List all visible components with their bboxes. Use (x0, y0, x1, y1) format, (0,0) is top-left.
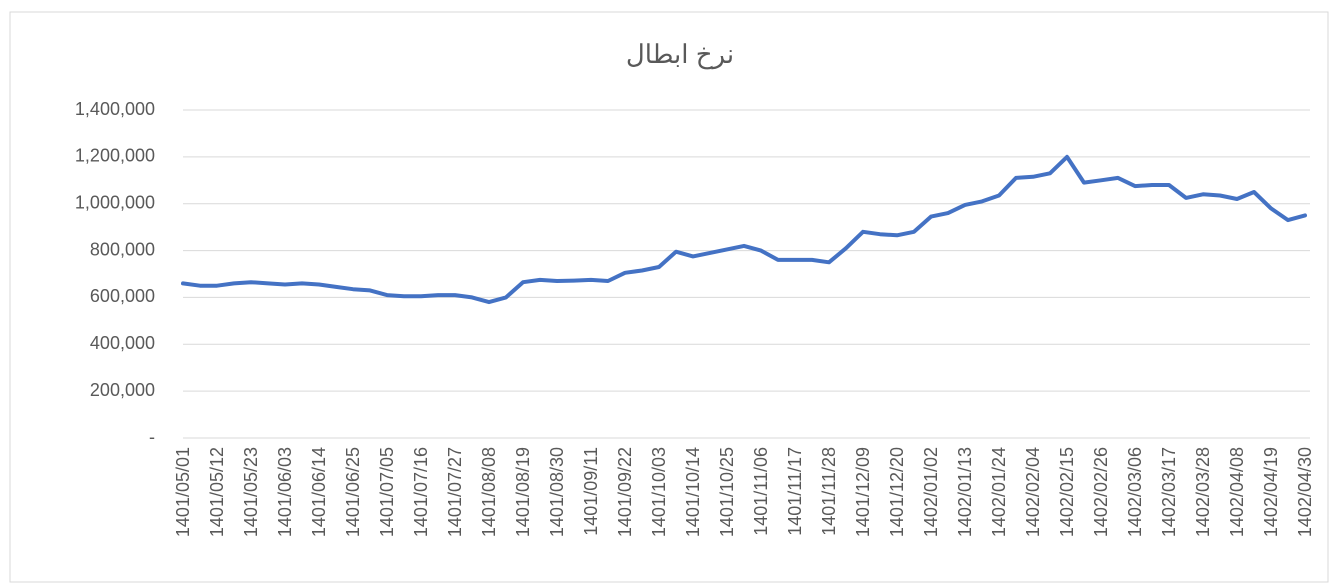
x-tick-label: 1401/10/25 (717, 447, 737, 537)
x-tick-label: 1401/12/09 (853, 447, 873, 537)
x-tick-label: 1401/05/23 (241, 447, 261, 537)
y-tick-label: 600,000 (90, 286, 155, 306)
line-series (181, 154, 1307, 305)
x-tick-label: 1402/01/24 (989, 447, 1009, 537)
y-tick-label: 200,000 (90, 380, 155, 400)
x-tick-label: 1402/02/15 (1057, 447, 1077, 537)
x-tick-label: 1401/08/30 (547, 447, 567, 537)
chart-title: نرخ ابطال (626, 39, 734, 70)
x-tick-label: 1401/10/14 (683, 447, 703, 537)
x-tick-label: 1401/11/06 (751, 447, 771, 536)
x-tick-label: 1401/12/20 (887, 447, 907, 537)
y-tick-label: 1,200,000 (75, 146, 155, 166)
x-tick-label: 1401/08/08 (479, 447, 499, 537)
x-tick-label: 1402/03/28 (1193, 447, 1213, 537)
x-tick-label: 1402/04/30 (1295, 447, 1315, 537)
x-tick-label: 1402/02/04 (1023, 447, 1043, 537)
x-tick-label: 1401/10/03 (649, 447, 669, 537)
x-tick-label: 1401/07/27 (445, 447, 465, 537)
y-tick-label: 400,000 (90, 333, 155, 353)
x-tick-label: 1401/09/11 (581, 447, 601, 536)
y-tick-label: 1,000,000 (75, 192, 155, 212)
x-tick-label: 1401/07/05 (377, 447, 397, 537)
x-tick-label: 1402/04/08 (1227, 447, 1247, 537)
x-tick-label: 1402/03/06 (1125, 447, 1145, 537)
x-tick-label: 1402/02/26 (1091, 447, 1111, 537)
x-tick-label: 1402/01/13 (955, 447, 975, 537)
y-tick-label: - (149, 427, 155, 447)
y-tick-label: 800,000 (90, 239, 155, 259)
x-tick-label: 1401/11/17 (785, 447, 805, 536)
x-tick-label: 1401/06/25 (343, 447, 363, 537)
x-tick-label: 1402/03/17 (1159, 447, 1179, 537)
x-tick-label: 1401/05/12 (207, 447, 227, 537)
x-tick-label: 1401/08/19 (513, 447, 533, 537)
x-tick-label: 1401/07/16 (411, 447, 431, 537)
x-tick-label: 1401/05/01 (173, 447, 193, 537)
x-tick-label: 1402/04/19 (1261, 447, 1281, 537)
x-tick-label: 1401/06/14 (309, 447, 329, 537)
x-tick-label: 1401/09/22 (615, 447, 635, 537)
x-tick-label: 1402/01/02 (921, 447, 941, 537)
x-tick-label: 1401/11/28 (819, 447, 839, 536)
y-tick-label: 1,400,000 (75, 99, 155, 119)
x-tick-label: 1401/06/03 (275, 447, 295, 537)
